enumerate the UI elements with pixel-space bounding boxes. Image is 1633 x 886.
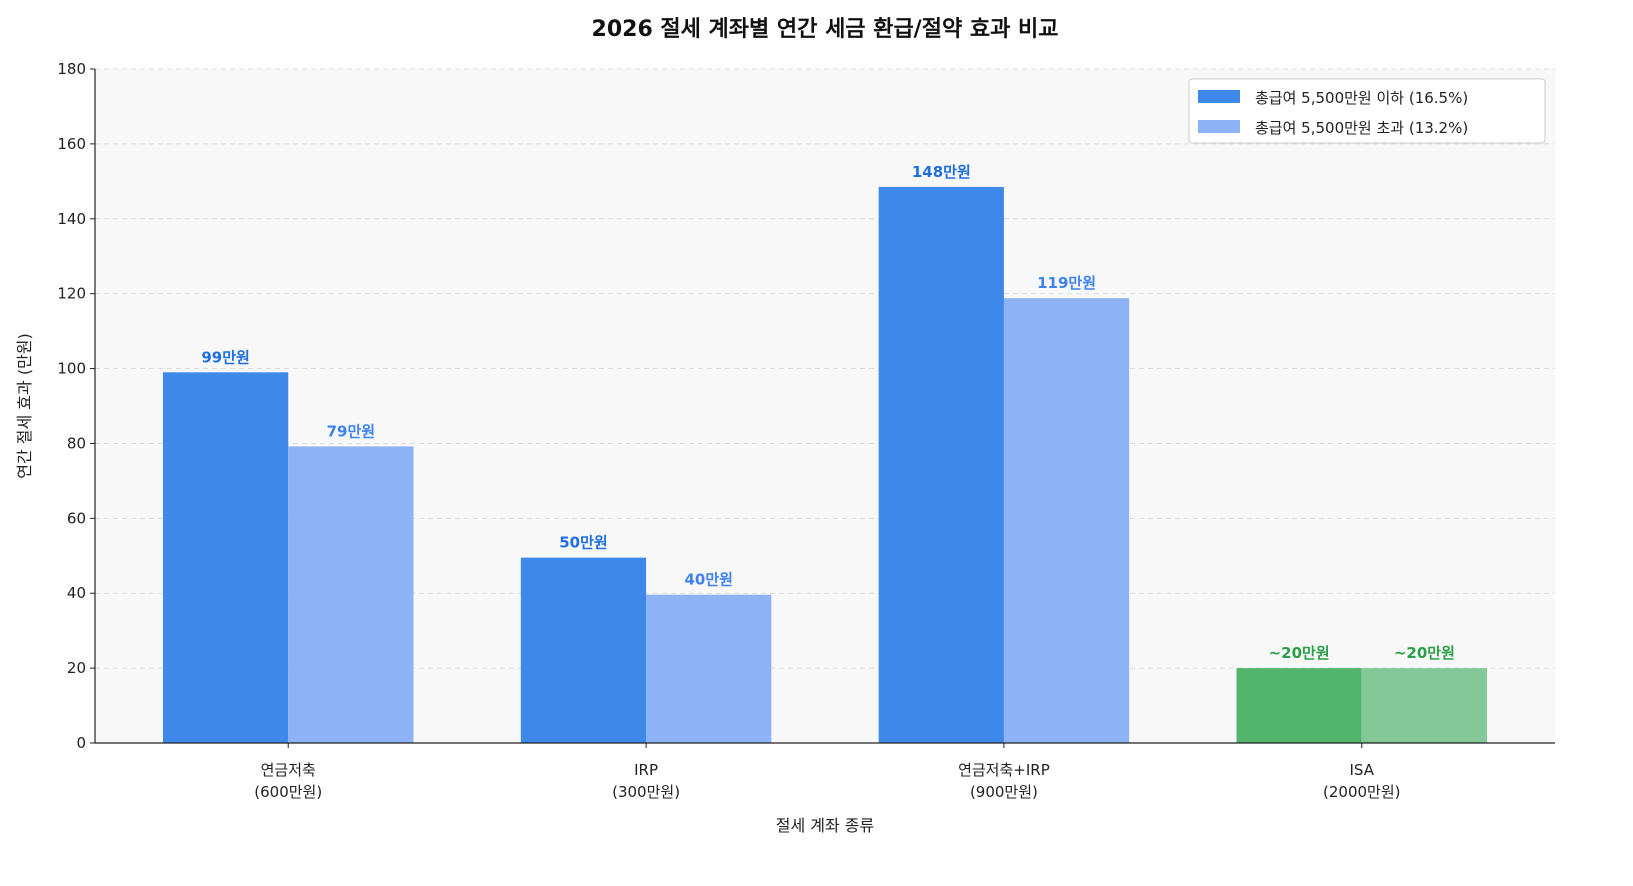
bar — [878, 186, 1004, 743]
bar — [1236, 668, 1362, 743]
x-tick-label: (300만원) — [612, 783, 680, 801]
y-tick-label: 140 — [57, 210, 86, 228]
legend: 총급여 5,500만원 이하 (16.5%) 총급여 5,500만원 초과 (1… — [1188, 78, 1546, 144]
y-tick-label: 0 — [76, 734, 86, 752]
legend-swatch-1 — [1198, 120, 1240, 133]
legend-label-0: 총급여 5,500만원 이하 (16.5%) — [1255, 89, 1468, 107]
data-label: 119만원 — [1037, 274, 1096, 292]
x-tick-label: 연금저축 — [261, 761, 316, 779]
data-label: 99만원 — [201, 348, 249, 366]
data-label: ~20만원 — [1394, 644, 1455, 662]
bar — [1361, 668, 1488, 743]
bar — [520, 557, 647, 743]
y-axis-label: 연간 절세 효과 (만원) — [15, 333, 34, 479]
y-tick-label: 160 — [57, 135, 86, 153]
y-tick-label: 100 — [57, 360, 86, 378]
bar — [288, 446, 414, 743]
bar — [162, 372, 289, 743]
legend-label-1: 총급여 5,500만원 초과 (13.2%) — [1255, 119, 1468, 137]
x-tick-label: IRP — [634, 761, 658, 779]
y-tick-label: 80 — [67, 434, 86, 452]
legend-box — [1188, 78, 1546, 144]
y-tick-label: 20 — [67, 659, 86, 677]
data-label: 79만원 — [327, 422, 375, 440]
x-tick-label: ISA — [1350, 761, 1375, 779]
data-label: 148만원 — [912, 163, 971, 181]
x-tick-label: (600만원) — [254, 783, 322, 801]
bar — [1003, 298, 1130, 743]
data-label: 50만원 — [559, 534, 607, 552]
y-tick-label: 120 — [57, 285, 86, 303]
legend-swatch-0 — [1198, 90, 1240, 103]
x-axis-label: 절세 계좌 종류 — [776, 816, 875, 835]
data-label: ~20만원 — [1269, 644, 1330, 662]
y-tick-label: 60 — [67, 509, 86, 527]
x-tick-label: 연금저축+IRP — [958, 761, 1050, 779]
bar — [646, 594, 772, 743]
chart-title: 2026 절세 계좌별 연간 세금 환급/절약 효과 비교 — [592, 17, 1059, 42]
data-label: 40만원 — [684, 571, 732, 589]
y-tick-label: 180 — [57, 60, 86, 78]
x-tick-label: (2000만원) — [1323, 783, 1400, 801]
x-tick-label: (900만원) — [970, 783, 1038, 801]
y-tick-label: 40 — [67, 584, 86, 602]
